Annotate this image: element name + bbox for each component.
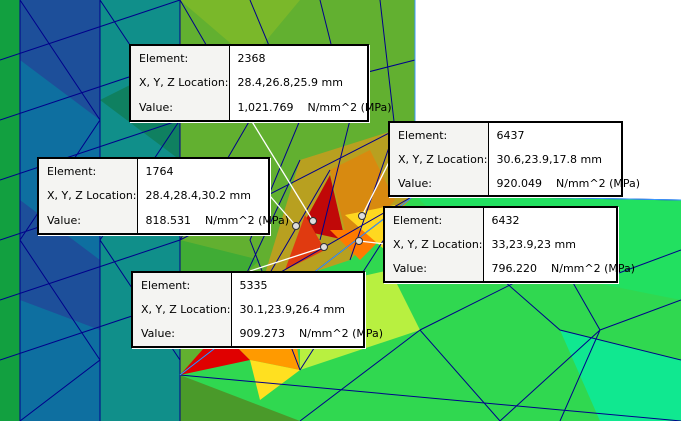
stress-value: 920.049: [496, 176, 543, 190]
location-label: X, Y, Z Location:: [131, 70, 230, 96]
element-label: Element:: [133, 273, 232, 298]
stress-value: 909.273: [239, 327, 286, 341]
probe-label-5335[interactable]: Element: 5335 X, Y, Z Location: 30.1,23.9,…: [131, 271, 383, 348]
probe-label-6437[interactable]: Element: 6437 X, Y, Z Location: 30.6,23.9,…: [388, 121, 640, 197]
probe-leaders: [249, 119, 391, 272]
location-value: 30.1,23.9,26.4 mm: [239, 302, 345, 316]
probe-points[interactable]: [292, 212, 366, 251]
stress-value: 1,021.769: [237, 101, 294, 115]
value-label: Value:: [390, 171, 489, 195]
unit: N/mm^2 (MPa): [205, 214, 290, 228]
value-label: Value:: [385, 256, 484, 281]
location-value: 28.4,26.8,25.9 mm: [237, 76, 343, 90]
value-label: Value:: [39, 208, 138, 233]
unit: N/mm^2 (MPa): [307, 101, 392, 115]
element-value: 2368: [237, 51, 266, 65]
element-label: Element:: [390, 123, 489, 147]
element-label: Element:: [385, 208, 484, 233]
element-value: 1764: [145, 164, 174, 178]
location-label: X, Y, Z Location:: [390, 147, 489, 171]
element-value: 6432: [491, 213, 520, 227]
element-value: 5335: [239, 278, 268, 292]
stress-value: 818.531: [145, 214, 192, 228]
value-label: Value:: [131, 95, 230, 120]
probe-label-6432[interactable]: Element: 6432 X, Y, Z Location: 33,23.9,23…: [383, 206, 635, 283]
stress-value: 796.220: [491, 262, 538, 276]
element-value: 6437: [496, 128, 525, 142]
unit: N/mm^2 (MPa): [556, 176, 641, 190]
location-value: 33,23.9,23 mm: [491, 237, 576, 251]
location-label: X, Y, Z Location:: [385, 232, 484, 257]
unit: N/mm^2 (MPa): [299, 327, 384, 341]
element-label: Element:: [131, 46, 230, 71]
value-label: Value:: [133, 321, 232, 346]
location-value: 28.4,28.4,30.2 mm: [145, 189, 251, 203]
unit: N/mm^2 (MPa): [551, 262, 636, 276]
location-label: X, Y, Z Location:: [133, 297, 232, 322]
probe-label-2368[interactable]: Element: 2368 X, Y, Z Location: 28.4,26.8,…: [129, 44, 392, 122]
element-label: Element:: [39, 159, 138, 184]
location-value: 30.6,23.9,17.8 mm: [496, 152, 602, 166]
location-label: X, Y, Z Location:: [39, 183, 138, 209]
probe-label-1764[interactable]: Element: 1764 X, Y, Z Location: 28.4,28.4,…: [37, 157, 289, 235]
